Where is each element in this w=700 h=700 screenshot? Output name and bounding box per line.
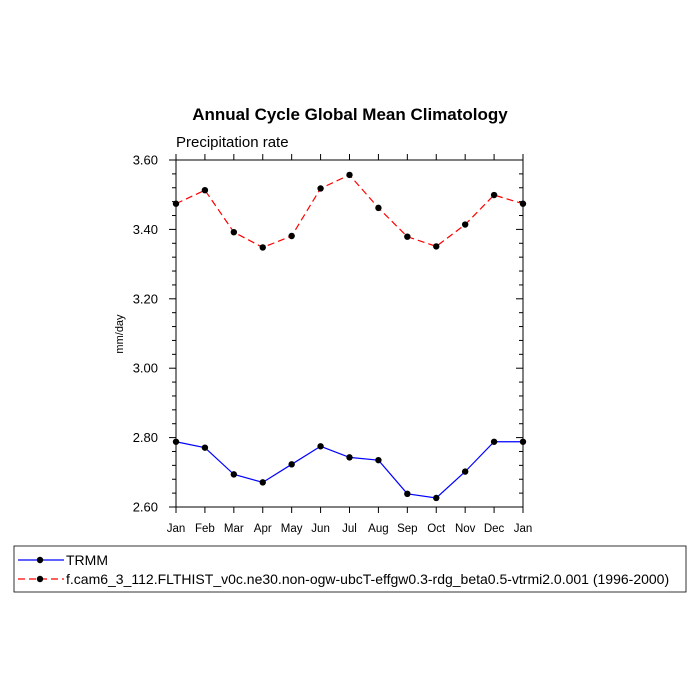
- data-point: [346, 171, 353, 179]
- legend: TRMM f.cam6_3_112.FLTHIST_v0c.ne30.non-og…: [18, 552, 669, 587]
- legend-label: f.cam6_3_112.FLTHIST_v0c.ne30.non-ogw-ub…: [66, 571, 669, 587]
- legend-marker: [36, 575, 44, 583]
- data-point: [317, 443, 324, 450]
- y-tick-label: 3.60: [133, 153, 158, 168]
- data-point: [201, 186, 209, 194]
- x-tick-label: Jun: [311, 523, 330, 535]
- data-point: [259, 244, 266, 251]
- data-point: [172, 200, 180, 207]
- data-point: [288, 232, 295, 240]
- data-point: [490, 438, 498, 445]
- x-tick-label: Mar: [224, 523, 244, 535]
- series-model: [172, 171, 527, 251]
- data-point: [519, 438, 527, 445]
- y-tick-label: 3.20: [133, 291, 158, 306]
- x-tick-label: Jan: [514, 523, 533, 535]
- data-point: [404, 490, 411, 498]
- data-point: [375, 204, 382, 212]
- chart-title: Annual Cycle Global Mean Climatology: [192, 105, 508, 124]
- x-tick-label: May: [281, 523, 303, 535]
- x-tick-label: Aug: [368, 523, 388, 535]
- data-point: [346, 454, 353, 461]
- y-axis-label: mm/day: [114, 314, 126, 354]
- data-point: [519, 200, 527, 207]
- x-tick-label: Sep: [397, 523, 417, 535]
- data-point: [201, 444, 209, 451]
- data-point: [172, 438, 180, 445]
- chart-subtitle: Precipitation rate: [176, 134, 289, 151]
- y-tick-label: 3.40: [133, 222, 158, 237]
- data-point: [230, 228, 238, 236]
- data-point: [461, 221, 469, 228]
- data-point: [433, 494, 440, 502]
- y-tick-label: 2.60: [133, 500, 158, 515]
- data-point: [461, 468, 469, 475]
- data-point: [317, 185, 324, 192]
- x-tick-label: Jan: [167, 523, 186, 535]
- series-layer: [172, 171, 527, 502]
- data-point: [259, 479, 266, 486]
- x-tick-label: Nov: [455, 523, 476, 535]
- legend-marker: [36, 556, 44, 564]
- x-tick-label: Apr: [254, 523, 272, 535]
- x-tick-label: Dec: [484, 523, 505, 535]
- series-line: [175, 441, 523, 499]
- y-tick-label: 3.00: [133, 361, 158, 376]
- data-point: [433, 243, 440, 250]
- legend-label: TRMM: [66, 552, 108, 568]
- data-point: [288, 461, 295, 468]
- series-trmm: [172, 438, 527, 502]
- x-tick-label: Jul: [342, 523, 357, 535]
- x-tick-label: Oct: [427, 523, 446, 535]
- data-point: [490, 191, 498, 199]
- x-tick-label: Feb: [195, 523, 215, 535]
- data-point: [375, 456, 382, 464]
- data-point: [230, 471, 238, 478]
- data-point: [404, 233, 411, 240]
- series-line: [175, 174, 524, 249]
- axis-ticks: 2.60 2.80 3.00 3.20 3.40 3.60 Jan Feb Mar Apr May J…: [133, 153, 533, 536]
- y-tick-label: 2.80: [133, 430, 158, 445]
- legend-box: [13, 545, 687, 593]
